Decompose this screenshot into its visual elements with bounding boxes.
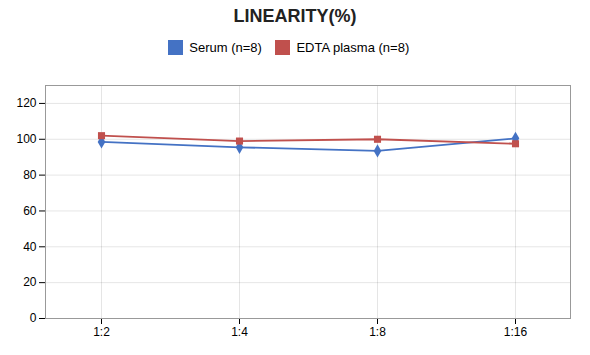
svg-text:60: 60 xyxy=(23,203,37,217)
svg-text:80: 80 xyxy=(23,167,37,181)
svg-text:1:16: 1:16 xyxy=(504,325,528,339)
svg-text:40: 40 xyxy=(23,239,37,253)
svg-text:0: 0 xyxy=(30,311,37,325)
svg-text:120: 120 xyxy=(16,96,36,110)
svg-text:100: 100 xyxy=(16,132,36,146)
svg-text:20: 20 xyxy=(23,275,37,289)
svg-text:1:4: 1:4 xyxy=(231,325,248,339)
html-text:Serum (n=8): Serum (n=8) xyxy=(189,40,262,55)
svg-text:1:2: 1:2 xyxy=(93,325,110,339)
html-text:LINEARITY(%): LINEARITY(%) xyxy=(233,6,357,26)
svg-text:1:8: 1:8 xyxy=(369,325,386,339)
html-text:EDTA plasma (n=8): EDTA plasma (n=8) xyxy=(296,40,410,55)
